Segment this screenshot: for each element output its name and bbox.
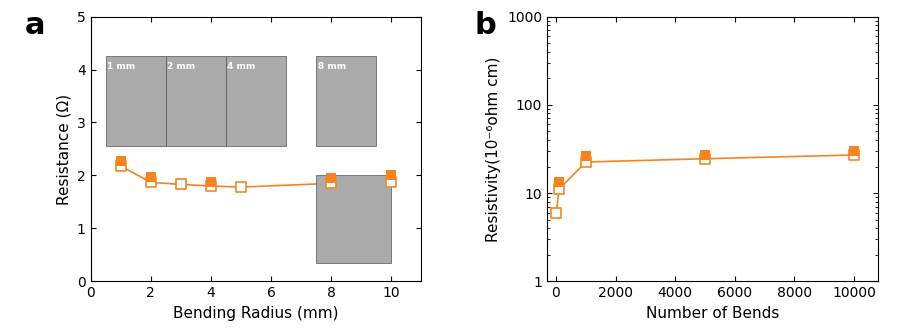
X-axis label: Number of Bends: Number of Bends <box>646 306 779 321</box>
Point <box>578 154 593 159</box>
Point <box>143 180 157 185</box>
Point <box>174 182 188 187</box>
Point <box>113 159 128 164</box>
Bar <box>166 56 226 146</box>
X-axis label: Bending Radius (mm): Bending Radius (mm) <box>173 306 338 321</box>
Point <box>204 183 218 189</box>
Point <box>847 152 862 158</box>
Point <box>847 148 862 154</box>
Point <box>698 156 712 162</box>
Point <box>233 184 248 190</box>
Bar <box>106 56 166 146</box>
Bar <box>226 56 286 146</box>
Point <box>384 179 398 184</box>
Point <box>324 175 338 180</box>
Y-axis label: Resistivity(10⁻⁶ohm cm): Resistivity(10⁻⁶ohm cm) <box>487 56 501 242</box>
Bar <box>316 175 391 263</box>
Point <box>143 174 157 180</box>
Text: 2 mm: 2 mm <box>167 62 195 71</box>
Point <box>113 163 128 168</box>
Point <box>552 187 567 192</box>
Point <box>552 179 567 184</box>
Text: a: a <box>24 11 45 40</box>
Point <box>698 152 712 158</box>
Point <box>324 181 338 186</box>
Text: 1 mm: 1 mm <box>107 62 135 71</box>
Text: 8 mm: 8 mm <box>318 62 346 71</box>
Point <box>549 210 564 215</box>
Text: 4 mm: 4 mm <box>227 62 255 71</box>
Point <box>384 173 398 178</box>
Y-axis label: Resistance (Ω): Resistance (Ω) <box>56 93 71 205</box>
Point <box>204 179 218 184</box>
Text: b: b <box>474 11 496 40</box>
Bar <box>316 56 376 146</box>
Point <box>578 159 593 165</box>
